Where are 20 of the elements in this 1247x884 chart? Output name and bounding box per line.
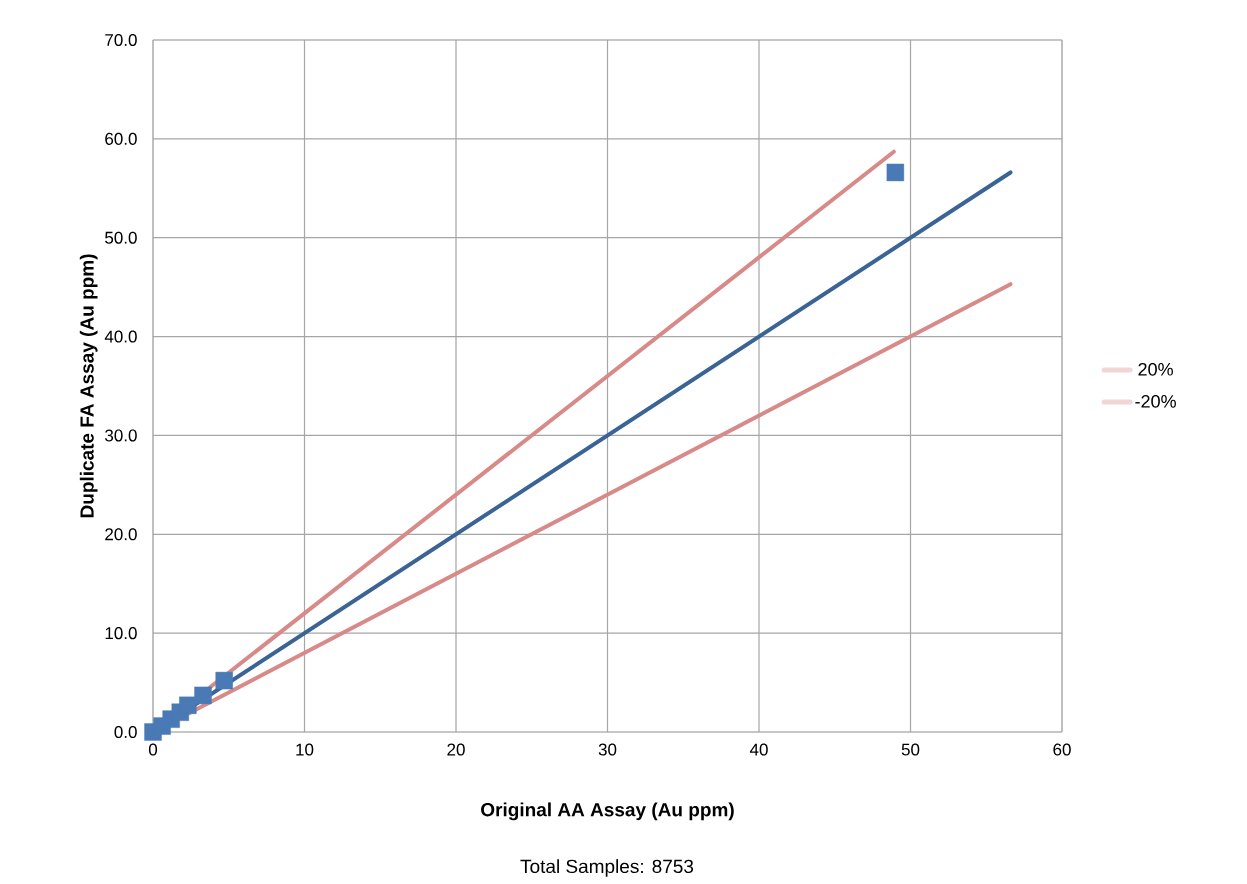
y-tick-label: 50.0	[105, 231, 137, 244]
text: Total Samples: 8753	[520, 859, 694, 877]
x-axis-title: Original AA Assay (Au ppm)	[481, 802, 734, 821]
x-tick-label: 40	[749, 743, 768, 756]
x-tick-label: 10	[296, 743, 314, 756]
y-tick-label: 30.0	[105, 429, 137, 442]
y-tick-label: 20.0	[105, 528, 137, 541]
x-tick-label: 60	[1053, 743, 1071, 756]
text: -20%	[1135, 394, 1176, 408]
y-tick-label: 70.0	[105, 33, 137, 47]
y-tick-label: 60.0	[105, 132, 137, 145]
y-axis-title: Duplicate FA Assay (Au ppm)	[79, 254, 98, 518]
x-tick-label: 50	[901, 743, 920, 756]
x-tick-label: 0	[148, 743, 158, 756]
text: 20%	[1138, 362, 1173, 376]
y-tick-label: 10.0	[105, 627, 137, 640]
x-tick-label: 30	[598, 743, 617, 756]
y-tick-label: 0.0	[114, 725, 137, 739]
x-tick-label: 20	[447, 743, 465, 756]
y-tick-label: 40.0	[104, 330, 137, 343]
